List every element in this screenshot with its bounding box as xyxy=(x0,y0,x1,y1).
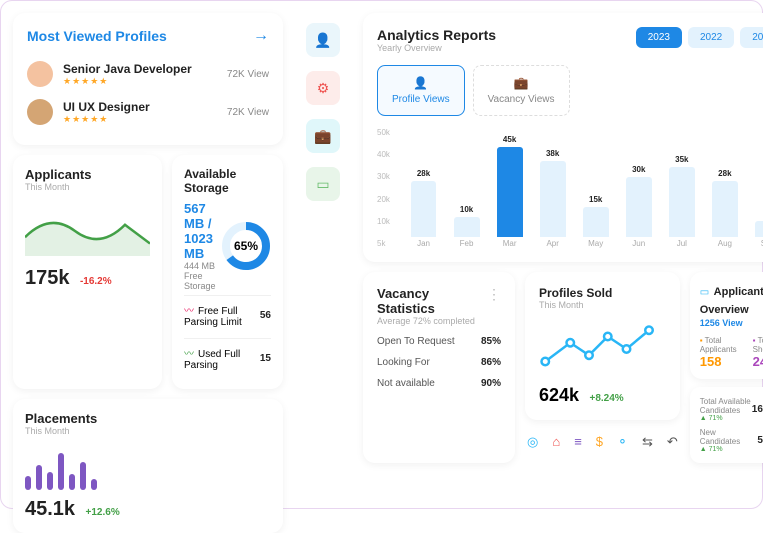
ao-item: ▪ Total Shortlisted 24 xyxy=(753,336,763,369)
profile-name: Senior Java Developer xyxy=(63,62,217,76)
placement-bar xyxy=(36,465,42,490)
vs-title: Vacancy Statistics xyxy=(377,286,501,316)
strip-icon[interactable]: ◎ xyxy=(527,434,538,450)
strip-icon[interactable]: $ xyxy=(596,434,603,450)
vs-row: Open To Request 85% xyxy=(377,336,501,347)
analytics-sub: Yearly Overview xyxy=(377,43,496,53)
placement-bar xyxy=(58,453,64,490)
applicants-title: Applicants xyxy=(25,167,150,182)
analytics-card: Analytics Reports Yearly Overview 2023 20… xyxy=(363,13,763,262)
view-tab[interactable]: 💼Vacancy Views xyxy=(473,65,570,116)
placements-value: 45.1k xyxy=(25,498,75,520)
view-tab[interactable]: 👤Profile Views xyxy=(377,65,465,116)
profile-name: UI UX Designer xyxy=(63,100,217,114)
vs-more-icon[interactable]: ⋮ xyxy=(487,286,501,303)
star-rating: ★★★★★ xyxy=(63,76,217,87)
ps-delta: +8.24% xyxy=(590,393,624,404)
bar-column[interactable]: 10k Feb xyxy=(448,137,485,248)
icon-strip: ◎ ⌂ ≡ $ ⚬ ⇆ ↶ xyxy=(525,428,680,456)
bar-column[interactable]: 28k Aug xyxy=(706,137,743,248)
mvp-arrow-icon[interactable]: → xyxy=(253,27,269,45)
storage-used: 567 MB / 1023 MB xyxy=(184,201,221,261)
rail-icon[interactable]: ⚙ xyxy=(306,71,340,105)
bar-column[interactable]: 28k Jan xyxy=(405,137,442,248)
applicants-overview-card: ▭ Applicants Overview 1256 View ⚙ ▪ Tota… xyxy=(690,272,763,379)
candidate-row: Total Available Candidates▲ 71% 164 xyxy=(700,397,763,422)
candidates-card: Total Available Candidates▲ 71% 164 New … xyxy=(690,387,763,463)
year-tab[interactable]: 2021 xyxy=(740,27,763,48)
ps-sub: This Month xyxy=(539,300,666,310)
strip-icon[interactable]: ⌂ xyxy=(552,434,560,450)
placement-bar xyxy=(47,472,53,490)
strip-icon[interactable]: ≡ xyxy=(574,434,582,450)
bar-column[interactable]: 15k May xyxy=(577,137,614,248)
mvp-title: Most Viewed Profiles xyxy=(27,28,167,44)
bar-column[interactable]: 38k Apr xyxy=(534,137,571,248)
ps-sparkline xyxy=(539,324,664,374)
vacancy-stats-card: ⋮ Vacancy Statistics Average 72% complet… xyxy=(363,272,515,463)
placements-card: Placements This Month 45.1k +12.6% xyxy=(13,399,283,533)
strip-icon[interactable]: ⚬ xyxy=(617,434,628,450)
applicants-value: 175k xyxy=(25,267,70,289)
bar-column[interactable]: 45k Mar xyxy=(491,137,528,248)
ao-views: 1256 View xyxy=(700,318,763,328)
bar-column[interactable]: 8k Sep xyxy=(749,137,763,248)
storage-free: 444 MB Free Storage xyxy=(184,261,221,291)
profile-row[interactable]: Senior Java Developer ★★★★★ 72K View xyxy=(27,55,269,93)
profile-views: 72K View xyxy=(227,107,269,118)
year-tab[interactable]: 2022 xyxy=(688,27,734,48)
strip-icon[interactable]: ↶ xyxy=(667,434,678,450)
year-tab[interactable]: 2023 xyxy=(636,27,682,48)
profile-row[interactable]: UI UX Designer ★★★★★ 72K View xyxy=(27,93,269,131)
ao-item: ▪ Total Applicants 158 xyxy=(700,336,737,369)
applicants-delta: -16.2% xyxy=(80,276,112,287)
star-rating: ★★★★★ xyxy=(63,114,217,125)
avatar xyxy=(27,61,53,87)
rail-icon[interactable]: ▭ xyxy=(306,167,340,201)
avatar xyxy=(27,99,53,125)
placement-bar xyxy=(25,476,31,490)
storage-pct: 65% xyxy=(234,239,258,253)
storage-row: 〰Used Full Parsing 15 xyxy=(184,338,271,377)
vs-row: Not available 90% xyxy=(377,378,501,389)
analytics-title: Analytics Reports xyxy=(377,27,496,43)
placement-bar xyxy=(80,462,86,490)
profiles-sold-card: Profiles Sold This Month 624k +8.24% xyxy=(525,272,680,420)
ao-title: Applicants Overview xyxy=(700,286,763,316)
briefcase-icon: ▭ xyxy=(700,287,709,298)
applicants-sub: This Month xyxy=(25,182,150,192)
placements-bars xyxy=(25,444,271,490)
rail-icon[interactable]: 👤 xyxy=(306,23,340,57)
candidate-row: New Candidates▲ 71% 56 xyxy=(700,428,763,453)
applicants-card: Applicants This Month 175k -16.2% xyxy=(13,155,162,389)
icon-rail: 👤 ⚙ 💼 ▭ xyxy=(293,13,353,533)
bar-column[interactable]: 30k Jun xyxy=(620,137,657,248)
ps-title: Profiles Sold xyxy=(539,286,666,300)
placements-sub: This Month xyxy=(25,426,271,436)
strip-icon[interactable]: ⇆ xyxy=(642,434,653,450)
storage-card: Available Storage 567 MB / 1023 MB 444 M… xyxy=(172,155,283,389)
storage-title: Available Storage xyxy=(184,167,271,195)
applicants-sparkline xyxy=(25,206,150,256)
storage-row: 〰Free Full Parsing Limit 56 xyxy=(184,295,271,334)
ps-value: 624k xyxy=(539,385,579,405)
placement-bar xyxy=(91,479,97,491)
most-viewed-profiles-card: Most Viewed Profiles → Senior Java Devel… xyxy=(13,13,283,145)
placements-title: Placements xyxy=(25,411,271,426)
bar-column[interactable]: 35k Jul xyxy=(663,137,700,248)
placement-bar xyxy=(69,474,75,490)
storage-donut: 65% xyxy=(221,221,271,271)
vs-sub: Average 72% completed xyxy=(377,316,501,326)
profile-views: 72K View xyxy=(227,69,269,80)
vs-row: Looking For 86% xyxy=(377,357,501,368)
rail-icon[interactable]: 💼 xyxy=(306,119,340,153)
